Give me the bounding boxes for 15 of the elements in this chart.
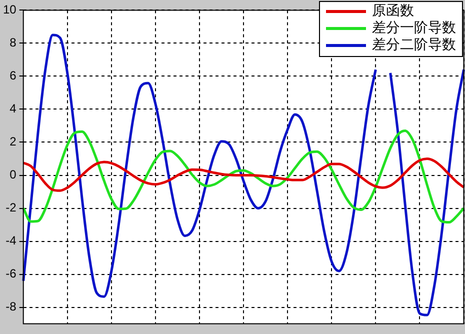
y-tick-label: 10 bbox=[2, 2, 17, 17]
y-tick-label: -4 bbox=[6, 234, 17, 248]
legend-label: 差分一阶导数 bbox=[372, 20, 456, 37]
y-tick-label: -8 bbox=[6, 300, 17, 314]
line-series bbox=[22, 158, 465, 192]
legend-label: 原函数 bbox=[372, 3, 414, 20]
y-tick-label: 2 bbox=[10, 134, 17, 149]
line-series bbox=[22, 129, 465, 224]
y-tick-label: 6 bbox=[10, 68, 17, 83]
y-tick-label: -2 bbox=[6, 200, 17, 215]
y-tick-label: -6 bbox=[6, 266, 17, 281]
legend-label: 差分二阶导数 bbox=[372, 37, 456, 54]
y-tick-label: 0 bbox=[10, 168, 17, 182]
y-tick-label: 8 bbox=[10, 36, 17, 50]
y-tick-label: 4 bbox=[10, 102, 17, 116]
